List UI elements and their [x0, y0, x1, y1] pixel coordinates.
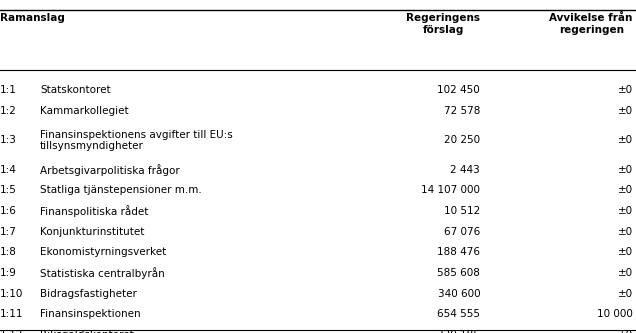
Text: Ramanslag: Ramanslag — [0, 13, 65, 23]
Text: 1:11: 1:11 — [0, 309, 24, 319]
Text: Arbetsgivarpolitiska frågor: Arbetsgivarpolitiska frågor — [40, 164, 180, 176]
Text: 1:5: 1:5 — [0, 185, 17, 195]
Text: 1:1: 1:1 — [0, 85, 17, 95]
Text: ±0: ±0 — [618, 206, 633, 216]
Text: 10 000: 10 000 — [597, 309, 633, 319]
Text: ±0: ±0 — [618, 268, 633, 278]
Text: 72 578: 72 578 — [444, 106, 480, 116]
Text: 67 076: 67 076 — [444, 227, 480, 237]
Text: Statskontoret: Statskontoret — [40, 85, 111, 95]
Text: 585 608: 585 608 — [438, 268, 480, 278]
Text: Konjunkturinstitutet: Konjunkturinstitutet — [40, 227, 144, 237]
Text: Ekonomistyrningsverket: Ekonomistyrningsverket — [40, 247, 167, 257]
Text: ±0: ±0 — [618, 85, 633, 95]
Text: 1:4: 1:4 — [0, 165, 17, 175]
Text: Finanspolitiska rådet: Finanspolitiska rådet — [40, 205, 148, 217]
Text: 102 450: 102 450 — [438, 85, 480, 95]
Text: ±0: ±0 — [618, 247, 633, 257]
Text: 1:3: 1:3 — [0, 135, 17, 146]
Text: ±0: ±0 — [618, 289, 633, 299]
Text: ±0: ±0 — [618, 185, 633, 195]
Text: Finansinspektionen: Finansinspektionen — [40, 309, 141, 319]
Text: 1:9: 1:9 — [0, 268, 17, 278]
Text: ±0: ±0 — [618, 135, 633, 146]
Text: Kammarkollegiet: Kammarkollegiet — [40, 106, 128, 116]
Text: 1:8: 1:8 — [0, 247, 17, 257]
Text: Finansinspektionens avgifter till EU:s
tillsynsmyndigheter: Finansinspektionens avgifter till EU:s t… — [40, 130, 233, 151]
Text: 654 555: 654 555 — [437, 309, 480, 319]
Text: 340 600: 340 600 — [438, 289, 480, 299]
Text: 10 512: 10 512 — [444, 206, 480, 216]
Text: Regeringens
förslag: Regeringens förslag — [406, 13, 480, 35]
Text: 1:2: 1:2 — [0, 106, 17, 116]
Text: 1:7: 1:7 — [0, 227, 17, 237]
Text: 1:6: 1:6 — [0, 206, 17, 216]
Text: Statistiska centralbyrån: Statistiska centralbyrån — [40, 267, 165, 279]
Text: 1:10: 1:10 — [0, 289, 24, 299]
Text: ±0: ±0 — [618, 106, 633, 116]
Text: 188 476: 188 476 — [437, 247, 480, 257]
Text: 20 250: 20 250 — [444, 135, 480, 146]
Text: 2 443: 2 443 — [450, 165, 480, 175]
Text: Statliga tjänstepensioner m.m.: Statliga tjänstepensioner m.m. — [40, 185, 202, 195]
Text: Avvikelse från
regeringen: Avvikelse från regeringen — [550, 13, 633, 35]
Text: Riksgäldskontoret: Riksgäldskontoret — [40, 330, 134, 333]
Text: ±0: ±0 — [618, 227, 633, 237]
Text: 1:12: 1:12 — [0, 330, 24, 333]
Text: ±0: ±0 — [618, 165, 633, 175]
Text: 14 107 000: 14 107 000 — [421, 185, 480, 195]
Text: ±0: ±0 — [618, 330, 633, 333]
Text: Bidragsfastigheter: Bidragsfastigheter — [40, 289, 137, 299]
Text: 330 185: 330 185 — [438, 330, 480, 333]
